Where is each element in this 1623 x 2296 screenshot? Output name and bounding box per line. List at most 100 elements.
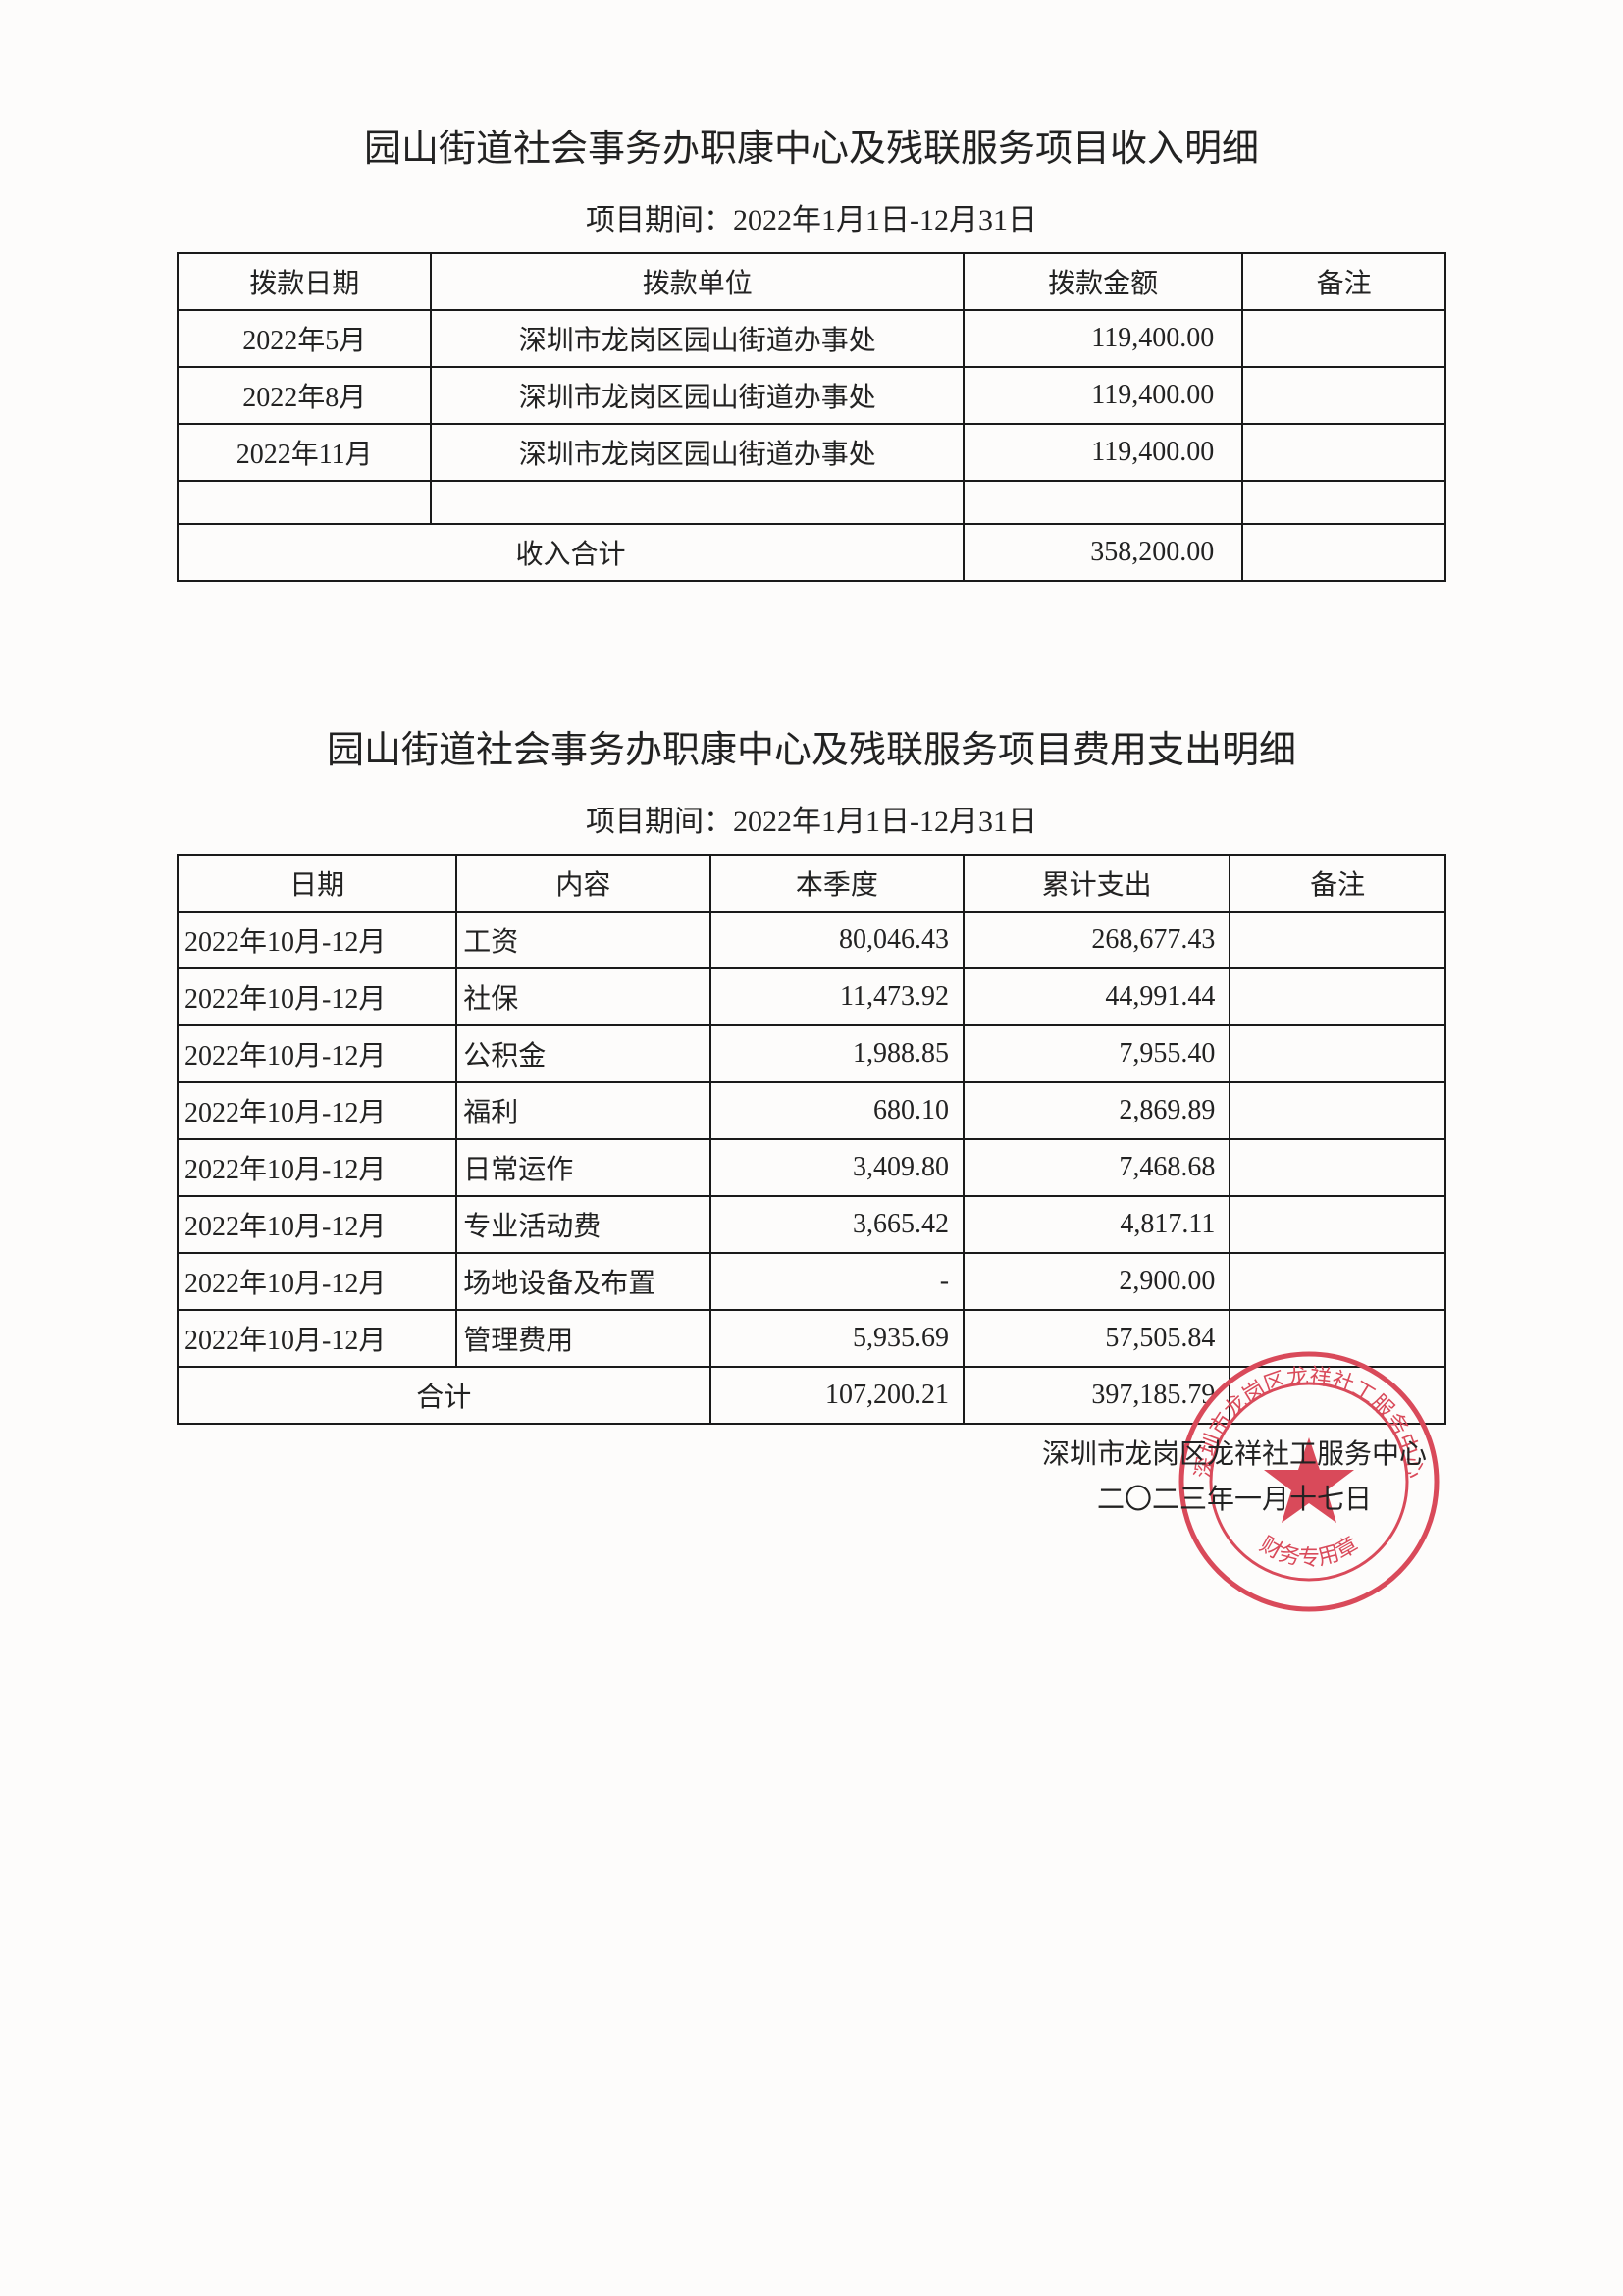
income-header-unit: 拨款单位 [431,253,964,310]
expense-cell-date: 2022年10月-12月 [178,968,456,1025]
table-row: 2022年5月深圳市龙岗区园山街道办事处119,400.00 [178,310,1445,367]
expense-header-date: 日期 [178,855,456,912]
expense-cell-quarter: 680.10 [710,1082,964,1139]
expense-cell-date: 2022年10月-12月 [178,1196,456,1253]
expense-cell-item: 公积金 [456,1025,709,1082]
table-row: 2022年10月-12月社保11,473.9244,991.44 [178,968,1445,1025]
svg-text:财务专用章: 财务专用章 [1256,1532,1362,1570]
expense-cell-note [1230,1082,1445,1139]
income-cell-note [1242,481,1445,524]
expense-title: 园山街道社会事务办职康中心及残联服务项目费用支出明细 [177,719,1446,773]
expense-cell-item: 社保 [456,968,709,1025]
expense-cell-quarter: 80,046.43 [710,912,964,968]
expense-header-note: 备注 [1230,855,1445,912]
footer-org: 深圳市龙岗区龙祥社工服务中心 [1042,1433,1427,1478]
expense-cell-note [1230,1025,1445,1082]
expense-header-quarter: 本季度 [710,855,964,912]
income-cell-unit: 深圳市龙岗区园山街道办事处 [431,367,964,424]
income-cell-unit [431,481,964,524]
expense-header-cum: 累计支出 [964,855,1230,912]
document-page: 园山街道社会事务办职康中心及残联服务项目收入明细 项目期间：2022年1月1日-… [0,0,1623,2296]
footer-date: 二〇二三年一月十七日 [1042,1478,1427,1523]
expense-cell-note [1230,968,1445,1025]
table-row: 2022年10月-12月工资80,046.43268,677.43 [178,912,1445,968]
income-cell-note [1242,367,1445,424]
expense-total-row: 合计 107,200.21 397,185.79 [178,1367,1445,1424]
expense-total-note [1230,1367,1445,1424]
expense-cell-note [1230,1196,1445,1253]
income-cell-amount: 119,400.00 [964,310,1242,367]
expense-cell-cum: 2,900.00 [964,1253,1230,1310]
expense-cell-date: 2022年10月-12月 [178,1025,456,1082]
income-cell-date [178,481,431,524]
expense-cell-quarter: 11,473.92 [710,968,964,1025]
income-cell-amount: 119,400.00 [964,424,1242,481]
table-row: 2022年10月-12月福利680.102,869.89 [178,1082,1445,1139]
income-table: 拨款日期 拨款单位 拨款金额 备注 2022年5月深圳市龙岗区园山街道办事处11… [177,252,1446,582]
income-header-amount: 拨款金额 [964,253,1242,310]
footer-block: 深圳市龙岗区龙祥社工服务中心 二〇二三年一月十七日 [1042,1433,1427,1523]
income-cell-amount: 119,400.00 [964,367,1242,424]
income-cell-note [1242,424,1445,481]
expense-cell-item: 专业活动费 [456,1196,709,1253]
expense-cell-note [1230,1139,1445,1196]
income-header-note: 备注 [1242,253,1445,310]
table-row [178,481,1445,524]
income-cell-unit: 深圳市龙岗区园山街道办事处 [431,424,964,481]
table-row: 2022年10月-12月管理费用5,935.6957,505.84 [178,1310,1445,1367]
expense-cell-quarter: 3,665.42 [710,1196,964,1253]
income-cell-note [1242,310,1445,367]
expense-total-cum: 397,185.79 [964,1367,1230,1424]
income-total-label: 收入合计 [178,524,964,581]
expense-cell-date: 2022年10月-12月 [178,1253,456,1310]
income-cell-date: 2022年5月 [178,310,431,367]
expense-cell-note [1230,1253,1445,1310]
income-total-amount: 358,200.00 [964,524,1242,581]
expense-cell-cum: 7,468.68 [964,1139,1230,1196]
expense-cell-cum: 7,955.40 [964,1025,1230,1082]
expense-cell-quarter: 5,935.69 [710,1310,964,1367]
income-total-note [1242,524,1445,581]
expense-tbody: 2022年10月-12月工资80,046.43268,677.432022年10… [178,912,1445,1367]
expense-cell-cum: 2,869.89 [964,1082,1230,1139]
expense-cell-quarter: 3,409.80 [710,1139,964,1196]
expense-period: 项目期间：2022年1月1日-12月31日 [177,797,1446,840]
expense-cell-date: 2022年10月-12月 [178,1310,456,1367]
income-period: 项目期间：2022年1月1日-12月31日 [177,195,1446,238]
table-row: 2022年11月深圳市龙岗区园山街道办事处119,400.00 [178,424,1445,481]
income-total-row: 收入合计 358,200.00 [178,524,1445,581]
expense-cell-date: 2022年10月-12月 [178,1139,456,1196]
income-tbody: 2022年5月深圳市龙岗区园山街道办事处119,400.002022年8月深圳市… [178,310,1445,524]
expense-total-label: 合计 [178,1367,710,1424]
expense-cell-cum: 268,677.43 [964,912,1230,968]
section-gap [177,582,1446,719]
expense-header-item: 内容 [456,855,709,912]
income-cell-unit: 深圳市龙岗区园山街道办事处 [431,310,964,367]
table-row: 2022年10月-12月公积金1,988.857,955.40 [178,1025,1445,1082]
expense-cell-quarter: 1,988.85 [710,1025,964,1082]
expense-cell-item: 场地设备及布置 [456,1253,709,1310]
table-row: 2022年10月-12月日常运作3,409.807,468.68 [178,1139,1445,1196]
expense-cell-item: 福利 [456,1082,709,1139]
income-header-date: 拨款日期 [178,253,431,310]
table-row: 2022年8月深圳市龙岗区园山街道办事处119,400.00 [178,367,1445,424]
expense-cell-item: 日常运作 [456,1139,709,1196]
expense-cell-date: 2022年10月-12月 [178,912,456,968]
income-header-row: 拨款日期 拨款单位 拨款金额 备注 [178,253,1445,310]
expense-cell-quarter: - [710,1253,964,1310]
expense-cell-item: 管理费用 [456,1310,709,1367]
income-cell-date: 2022年11月 [178,424,431,481]
income-title: 园山街道社会事务办职康中心及残联服务项目收入明细 [177,118,1446,172]
expense-table: 日期 内容 本季度 累计支出 备注 2022年10月-12月工资80,046.4… [177,854,1446,1425]
income-cell-amount [964,481,1242,524]
expense-header-row: 日期 内容 本季度 累计支出 备注 [178,855,1445,912]
expense-cell-cum: 57,505.84 [964,1310,1230,1367]
expense-cell-item: 工资 [456,912,709,968]
table-row: 2022年10月-12月专业活动费3,665.424,817.11 [178,1196,1445,1253]
expense-cell-note [1230,1310,1445,1367]
expense-cell-note [1230,912,1445,968]
expense-cell-cum: 4,817.11 [964,1196,1230,1253]
expense-cell-cum: 44,991.44 [964,968,1230,1025]
table-row: 2022年10月-12月场地设备及布置-2,900.00 [178,1253,1445,1310]
expense-cell-date: 2022年10月-12月 [178,1082,456,1139]
